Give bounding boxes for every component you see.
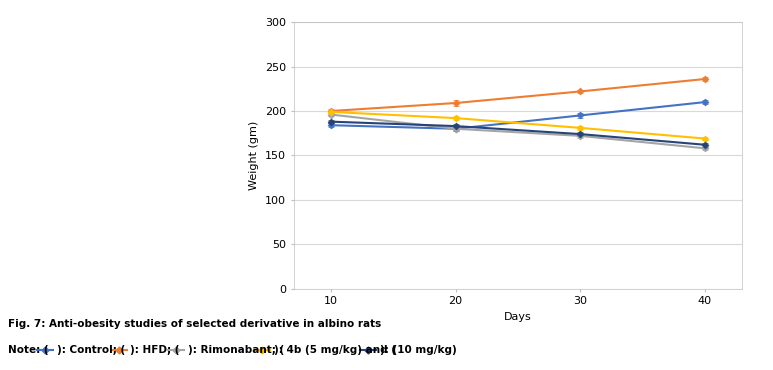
X-axis label: Days: Days: [504, 312, 532, 322]
Text: ): Rimonabant; (: ): Rimonabant; (: [188, 344, 284, 355]
Y-axis label: Weight (gm): Weight (gm): [250, 121, 260, 190]
Text: Note: (: Note: (: [8, 344, 49, 355]
Text: ): 4b (5 mg/kg) and (: ): 4b (5 mg/kg) and (: [274, 344, 396, 355]
Text: ): HFD; (: ): HFD; (: [131, 344, 180, 355]
Text: ): (10 mg/kg): ): (10 mg/kg): [380, 344, 457, 355]
Text: ): Control; (: ): Control; (: [57, 344, 125, 355]
Text: Fig. 7: Anti-obesity studies of selected derivative in albino rats: Fig. 7: Anti-obesity studies of selected…: [8, 319, 381, 329]
